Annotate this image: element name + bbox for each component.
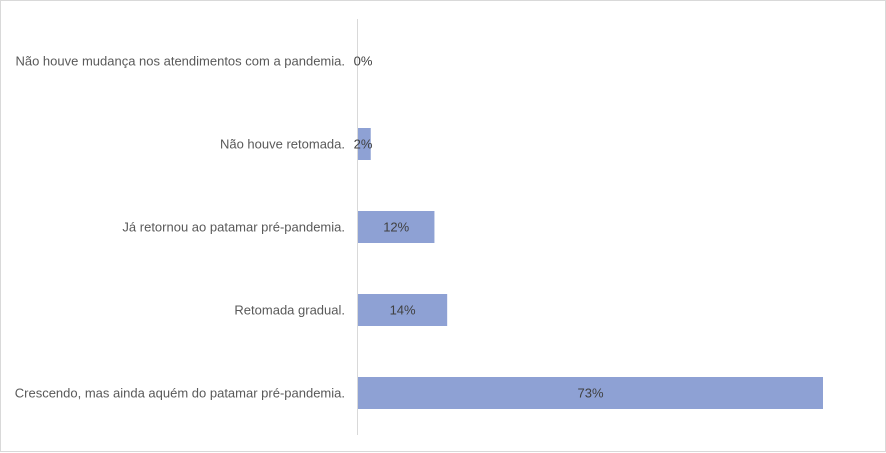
- category-label: Já retornou ao patamar pré-pandemia.: [122, 220, 345, 235]
- data-label: 14%: [390, 303, 416, 318]
- category-label: Não houve retomada.: [220, 137, 345, 152]
- bar: [358, 377, 823, 409]
- bar: [358, 128, 371, 160]
- data-label: 0%: [354, 54, 373, 69]
- bar: [358, 294, 448, 326]
- data-label: 2%: [354, 137, 373, 152]
- category-label: Retomada gradual.: [234, 303, 345, 318]
- bar: [358, 211, 435, 243]
- category-label: Não houve mudança nos atendimentos com a…: [15, 54, 345, 69]
- category-label: Crescendo, mas ainda aquém do patamar pr…: [15, 386, 345, 401]
- data-label: 12%: [383, 220, 409, 235]
- data-label: 73%: [577, 386, 603, 401]
